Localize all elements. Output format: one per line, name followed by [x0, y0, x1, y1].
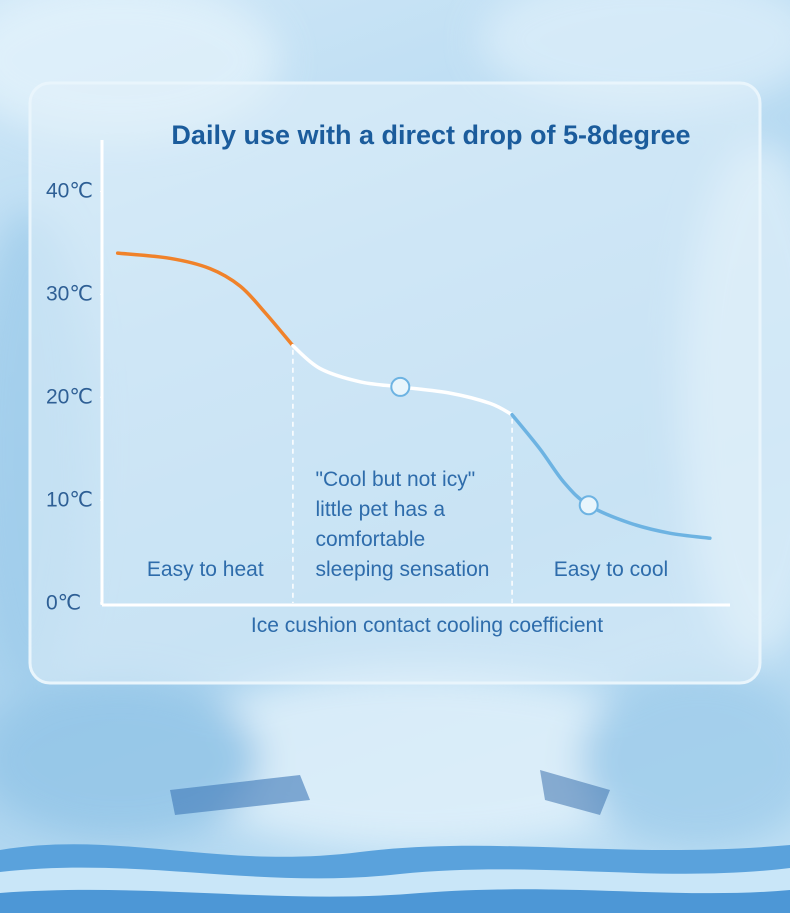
- y-tick-label: 10℃: [46, 488, 93, 512]
- line: [115, 251, 295, 348]
- line: [510, 412, 712, 540]
- x-axis-label: Ice cushion contact cooling coefficient: [250, 614, 604, 637]
- point-marker: [578, 495, 599, 516]
- region-label: "Cool but not icy" little pet has a comf…: [315, 468, 490, 581]
- y-tick-label: 0℃: [46, 591, 82, 615]
- point-marker: [390, 376, 411, 397]
- region-label: Easy to cool: [553, 558, 669, 581]
- y-tick-label: 20℃: [46, 385, 93, 409]
- region-label: Easy to heat: [146, 558, 264, 581]
- chart-title: Daily use with a direct drop of 5-8degre…: [171, 120, 691, 150]
- y-tick-label: 30℃: [46, 282, 93, 306]
- y-tick-label: 40℃: [46, 179, 93, 203]
